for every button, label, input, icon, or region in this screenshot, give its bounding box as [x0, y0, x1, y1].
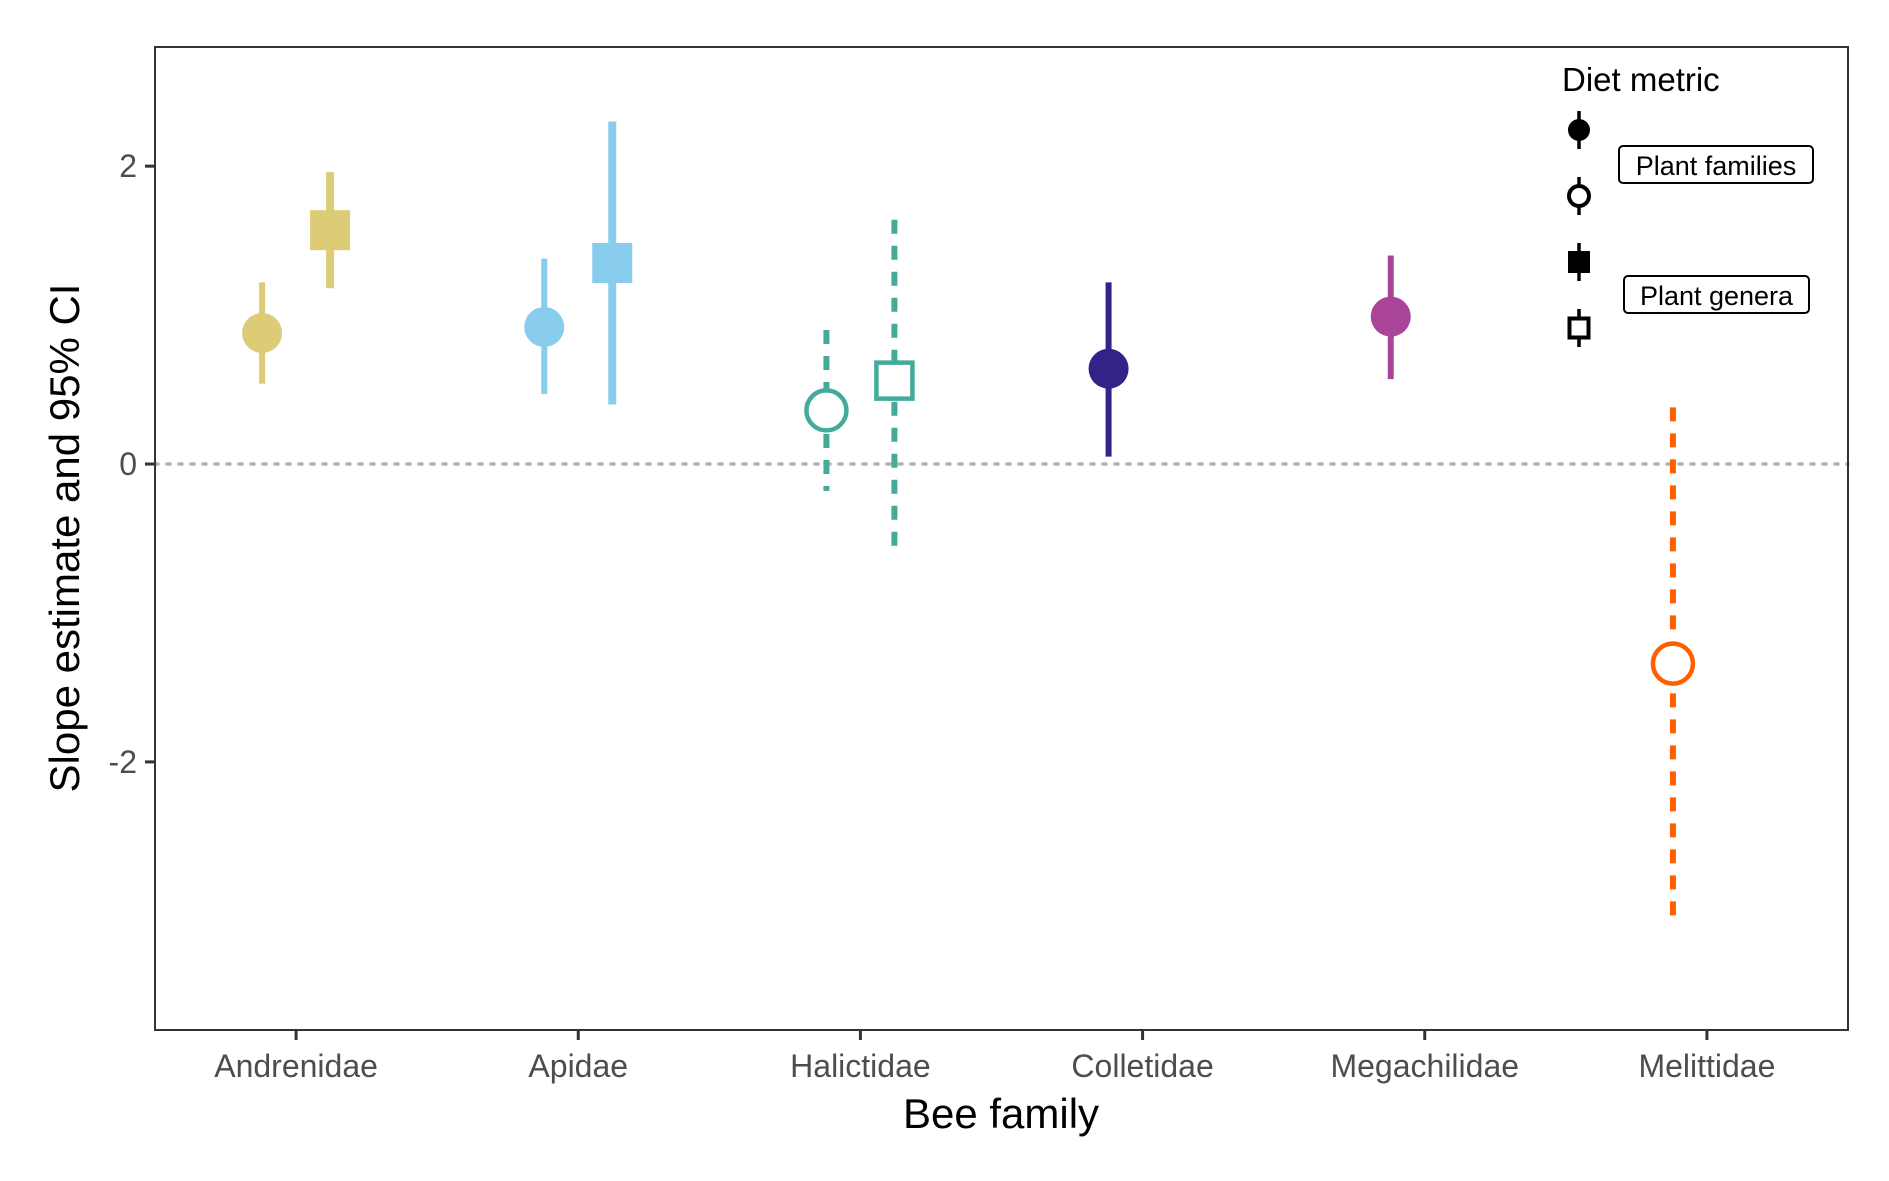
x-tick-label-andrenidae: Andrenidae: [214, 1048, 378, 1084]
x-tick-label-megachilidae: Megachilidae: [1330, 1048, 1519, 1084]
legend: Diet metric Plant families Plant genera: [1562, 61, 1814, 347]
point-range-melittidae-plant-families: [1650, 407, 1696, 919]
x-axis-title: Bee family: [903, 1090, 1099, 1137]
legend-label-box: [1618, 145, 1814, 184]
point-range-apidae-plant-genera: [592, 121, 633, 405]
y-axis-title: Slope estimate and 95% CI: [41, 284, 88, 793]
legend-key-open-circle: [1567, 177, 1591, 215]
legend-key-circle: [1568, 119, 1590, 141]
legend-label-text: Plant genera: [1640, 281, 1794, 311]
axes-layer: -2 0 2 Andrenidae Apidae Halictidae Colletidae…: [109, 148, 1776, 1084]
legend-key-square: [1568, 251, 1590, 273]
point-range-halictidae-plant-families: [804, 329, 849, 491]
estimate-circle: [804, 388, 849, 433]
x-tick-label-colletidae: Colletidae: [1071, 1048, 1213, 1084]
point-range-apidae-plant-families: [524, 258, 565, 395]
legend-key-square: [1567, 316, 1591, 340]
legend-label-plant-families: Plant families: [1618, 145, 1814, 184]
data-marks-layer: [242, 121, 1696, 919]
legend-label-box: [1623, 275, 1810, 314]
estimate-circle: [524, 307, 565, 348]
legend-key-circle: [1567, 184, 1591, 208]
estimate-square: [310, 210, 351, 251]
estimate-circle: [1088, 348, 1129, 389]
y-tick-label: -2: [109, 744, 137, 780]
x-tick-label-apidae: Apidae: [528, 1048, 628, 1084]
legend-key-filled-circle: [1568, 111, 1590, 149]
point-range-andrenidae-plant-families: [242, 282, 283, 384]
plot-panel-border: [154, 46, 1849, 1031]
legend-title: Diet metric: [1562, 61, 1720, 98]
point-range-andrenidae-plant-genera: [310, 172, 351, 289]
legend-key-open-square: [1567, 309, 1591, 347]
point-range-megachilidae-plant-families: [1370, 255, 1411, 380]
x-tick-label-melittidae: Melittidae: [1638, 1048, 1775, 1084]
legend-label-plant-genera: Plant genera: [1623, 275, 1810, 314]
point-range-halictidae-plant-genera: [874, 219, 915, 557]
point-range-colletidae-plant-families: [1088, 282, 1129, 457]
estimate-circle: [242, 312, 283, 353]
estimate-square: [592, 242, 633, 283]
estimate-square: [874, 360, 915, 401]
y-tick-label: 0: [119, 446, 137, 482]
x-tick-label-halictidae: Halictidae: [790, 1048, 931, 1084]
legend-key-filled-square: [1568, 243, 1590, 281]
estimate-circle: [1650, 641, 1696, 686]
y-tick-label: 2: [119, 148, 137, 184]
legend-label-text: Plant families: [1636, 151, 1797, 181]
estimate-circle: [1370, 296, 1411, 337]
